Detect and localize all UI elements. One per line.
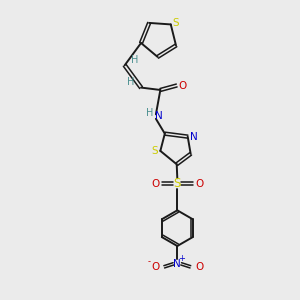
Text: -: - — [147, 257, 150, 266]
Text: O: O — [178, 80, 186, 91]
Text: H: H — [146, 108, 153, 118]
Text: N: N — [155, 111, 163, 121]
Text: H: H — [127, 77, 134, 87]
Text: O: O — [151, 262, 159, 272]
Text: N: N — [190, 132, 197, 142]
Text: O: O — [195, 262, 203, 272]
Text: O: O — [195, 178, 203, 189]
Text: S: S — [172, 18, 178, 28]
Text: S: S — [151, 146, 158, 156]
Text: H: H — [131, 55, 139, 65]
Text: S: S — [174, 177, 181, 190]
Text: N: N — [173, 259, 181, 269]
Text: +: + — [178, 254, 185, 263]
Text: O: O — [151, 178, 159, 189]
